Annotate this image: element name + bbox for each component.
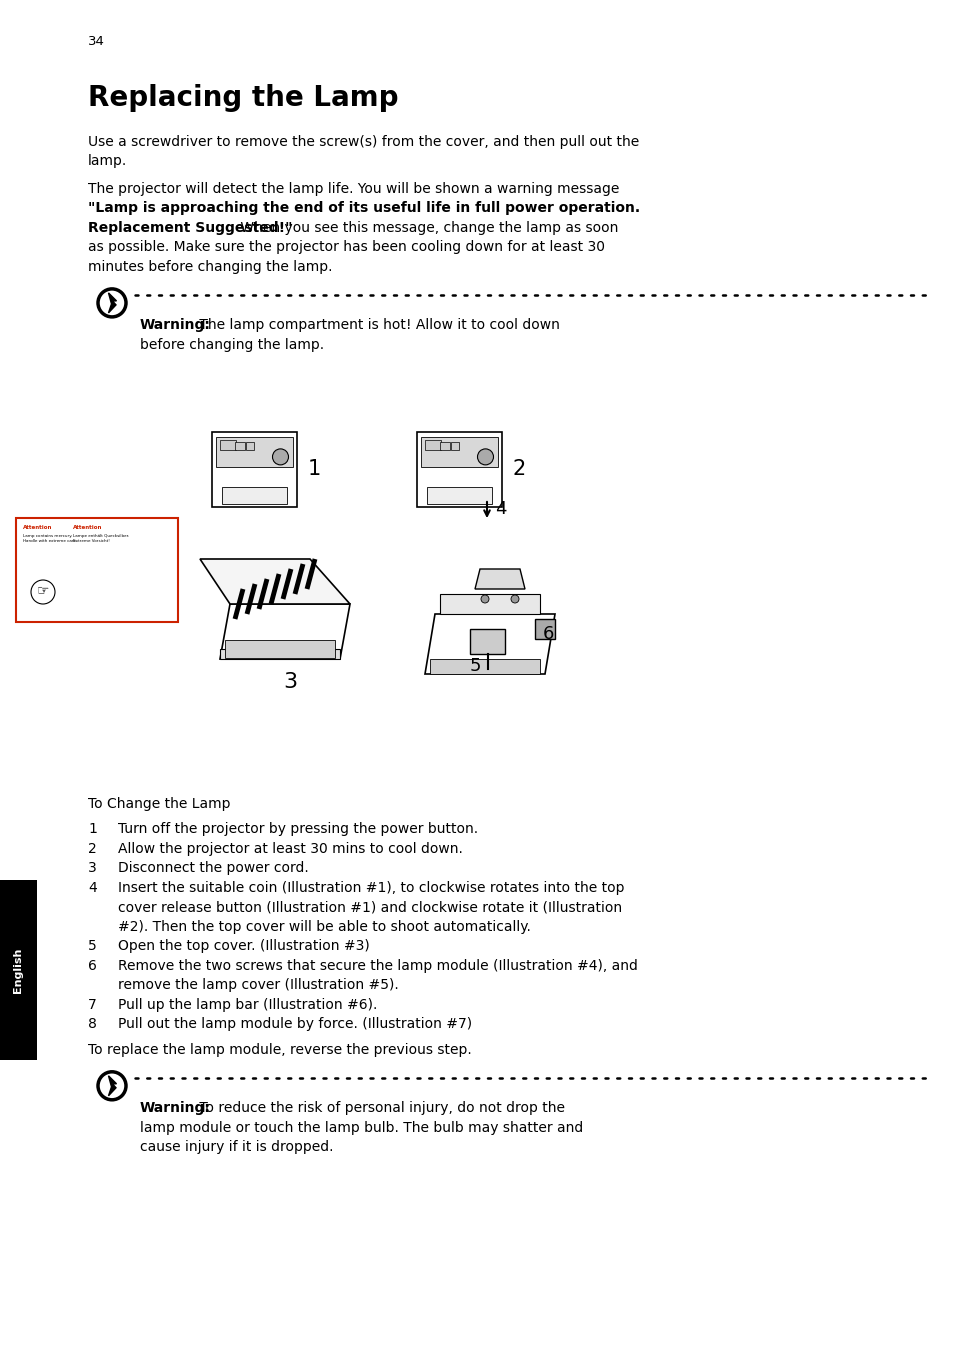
Polygon shape — [109, 1076, 116, 1095]
Text: Replacing the Lamp: Replacing the Lamp — [88, 84, 398, 112]
Text: cover release button (Illustration #1) and clockwise rotate it (Illustration: cover release button (Illustration #1) a… — [118, 901, 621, 914]
FancyBboxPatch shape — [451, 442, 459, 450]
Text: remove the lamp cover (Illustration #5).: remove the lamp cover (Illustration #5). — [118, 979, 398, 993]
Text: Attention: Attention — [23, 524, 52, 530]
Text: Lamp contains mercury.
Handle with extreme care.: Lamp contains mercury. Handle with extre… — [23, 534, 77, 542]
FancyBboxPatch shape — [417, 431, 502, 507]
Text: 6: 6 — [541, 626, 553, 643]
FancyBboxPatch shape — [16, 517, 178, 622]
Text: English: English — [13, 947, 24, 993]
Text: Attention: Attention — [73, 524, 102, 530]
Polygon shape — [535, 619, 555, 639]
Polygon shape — [220, 649, 339, 658]
Text: 34: 34 — [88, 36, 105, 48]
FancyBboxPatch shape — [225, 639, 335, 658]
Text: 3: 3 — [283, 672, 296, 691]
Text: Use a screwdriver to remove the screw(s) from the cover, and then pull out the: Use a screwdriver to remove the screw(s)… — [88, 136, 639, 149]
Text: When you see this message, change the lamp as soon: When you see this message, change the la… — [235, 220, 618, 235]
Text: Insert the suitable coin (Illustration #1), to clockwise rotates into the top: Insert the suitable coin (Illustration #… — [118, 880, 624, 895]
Text: 6: 6 — [88, 958, 97, 973]
Text: Pull out the lamp module by force. (Illustration #7): Pull out the lamp module by force. (Illu… — [118, 1017, 472, 1031]
FancyBboxPatch shape — [220, 439, 236, 450]
FancyBboxPatch shape — [246, 442, 254, 450]
Text: cause injury if it is dropped.: cause injury if it is dropped. — [140, 1140, 334, 1154]
Text: 3: 3 — [88, 861, 96, 875]
FancyBboxPatch shape — [425, 439, 441, 450]
FancyBboxPatch shape — [235, 442, 245, 450]
FancyBboxPatch shape — [421, 437, 498, 467]
Circle shape — [511, 596, 518, 602]
Text: Pull up the lamp bar (Illustration #6).: Pull up the lamp bar (Illustration #6). — [118, 998, 377, 1012]
Text: 4: 4 — [495, 500, 506, 517]
Polygon shape — [109, 293, 116, 314]
Text: The projector will detect the lamp life. You will be shown a warning message: The projector will detect the lamp life.… — [88, 182, 618, 196]
Circle shape — [477, 449, 493, 465]
Text: as possible. Make sure the projector has been cooling down for at least 30: as possible. Make sure the projector has… — [88, 241, 604, 255]
Circle shape — [273, 449, 288, 465]
Text: Warning:: Warning: — [140, 1101, 211, 1116]
Polygon shape — [475, 570, 524, 589]
Text: before changing the lamp.: before changing the lamp. — [140, 338, 324, 352]
FancyBboxPatch shape — [216, 437, 294, 467]
FancyBboxPatch shape — [0, 880, 37, 1060]
Text: minutes before changing the lamp.: minutes before changing the lamp. — [88, 260, 333, 274]
Text: Disconnect the power cord.: Disconnect the power cord. — [118, 861, 309, 875]
Text: 2: 2 — [512, 459, 525, 479]
Text: lamp.: lamp. — [88, 155, 127, 168]
Polygon shape — [200, 559, 350, 604]
Text: #2). Then the top cover will be able to shoot automatically.: #2). Then the top cover will be able to … — [118, 920, 530, 934]
Text: To Change the Lamp: To Change the Lamp — [88, 797, 231, 810]
Text: To replace the lamp module, reverse the previous step.: To replace the lamp module, reverse the … — [88, 1043, 471, 1057]
Text: 1: 1 — [307, 459, 320, 479]
FancyBboxPatch shape — [222, 487, 287, 504]
Text: Warning:: Warning: — [140, 319, 211, 333]
Text: 8: 8 — [88, 1017, 97, 1031]
Text: Remove the two screws that secure the lamp module (Illustration #4), and: Remove the two screws that secure the la… — [118, 958, 638, 973]
Text: The lamp compartment is hot! Allow it to cool down: The lamp compartment is hot! Allow it to… — [194, 319, 559, 333]
Text: 5: 5 — [469, 657, 480, 675]
Polygon shape — [220, 604, 350, 658]
Text: "Lamp is approaching the end of its useful life in full power operation.: "Lamp is approaching the end of its usef… — [88, 201, 639, 215]
Circle shape — [480, 596, 489, 602]
Text: 5: 5 — [88, 939, 96, 953]
Text: To reduce the risk of personal injury, do not drop the: To reduce the risk of personal injury, d… — [194, 1101, 564, 1116]
Polygon shape — [424, 615, 555, 674]
Text: ☞: ☞ — [37, 583, 50, 597]
FancyBboxPatch shape — [440, 442, 450, 450]
Text: Open the top cover. (Illustration #3): Open the top cover. (Illustration #3) — [118, 939, 370, 953]
Text: Lampe enthält Quecksilber.
Extreme Vorsicht!: Lampe enthält Quecksilber. Extreme Vorsi… — [73, 534, 129, 542]
Text: lamp module or touch the lamp bulb. The bulb may shatter and: lamp module or touch the lamp bulb. The … — [140, 1121, 582, 1135]
Text: Allow the projector at least 30 mins to cool down.: Allow the projector at least 30 mins to … — [118, 842, 462, 856]
Text: Turn off the projector by pressing the power button.: Turn off the projector by pressing the p… — [118, 823, 477, 836]
FancyBboxPatch shape — [439, 594, 539, 615]
Text: 4: 4 — [88, 880, 96, 895]
Text: 2: 2 — [88, 842, 96, 856]
FancyBboxPatch shape — [430, 658, 539, 674]
FancyBboxPatch shape — [427, 487, 492, 504]
Text: 7: 7 — [88, 998, 96, 1012]
FancyBboxPatch shape — [470, 628, 504, 654]
Text: Replacement Suggested!": Replacement Suggested!" — [88, 220, 293, 235]
FancyBboxPatch shape — [213, 431, 297, 507]
Text: 1: 1 — [88, 823, 97, 836]
